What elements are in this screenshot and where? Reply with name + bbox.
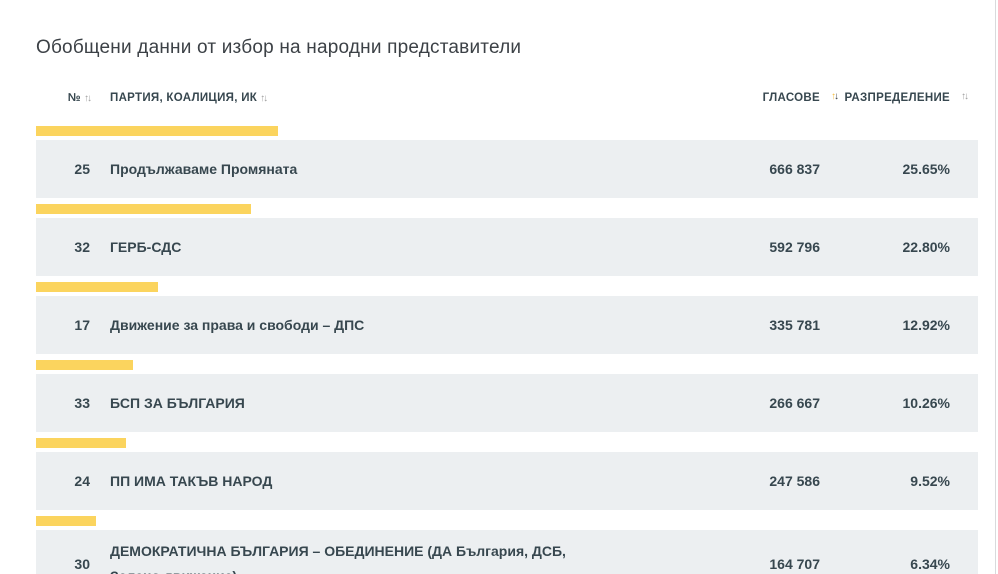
party-list: 25 Продължаваме Промяната 666 837 25.65%… [36,126,978,574]
party-share: 6.34% [910,556,950,572]
header-party[interactable]: ПАРТИЯ, КОАЛИЦИЯ, ИК ↑↓ [110,92,690,104]
party-name: БСП ЗА БЪЛГАРИЯ [110,394,245,411]
vote-share-bar [36,360,978,370]
page-title: Обобщени данни от избор на народни предс… [36,37,522,58]
vote-share-bar [36,282,978,292]
vote-share-bar-fill [36,204,251,214]
party-share: 10.26% [902,395,950,411]
vote-share-bar-fill [36,282,158,292]
party-number: 30 [74,556,90,572]
vote-share-bar-fill [36,438,126,448]
party-row-group: 30 ДЕМОКРАТИЧНА БЪЛГАРИЯ – ОБЕДИНЕНИЕ (Д… [36,516,978,574]
party-share: 22.80% [902,239,950,255]
table-row[interactable]: 24 ПП ИМА ТАКЪВ НАРОД 247 586 9.52% [36,452,978,510]
header-votes[interactable]: ГЛАСОВЕ ↑↓ [690,91,839,104]
sort-icon[interactable]: ↑↓ [260,93,268,104]
party-number: 33 [74,395,90,411]
table-row[interactable]: 25 Продължаваме Промяната 666 837 25.65% [36,140,978,198]
party-share: 9.52% [910,473,950,489]
party-votes: 335 781 [769,317,820,333]
sort-icon[interactable]: ↑↓ [961,91,969,102]
party-row-group: 33 БСП ЗА БЪЛГАРИЯ 266 667 10.26% [36,360,978,432]
party-votes: 247 586 [769,473,820,489]
vote-share-bar-fill [36,126,278,136]
table-header: № ↑↓ ПАРТИЯ, КОАЛИЦИЯ, ИК ↑↓ ГЛАСОВЕ ↑↓ РАЗ… [36,91,978,104]
window-right-border [995,0,996,574]
party-number: 32 [74,239,90,255]
header-share-label: РАЗПРЕДЕЛЕНИЕ [844,92,950,104]
party-number: 24 [74,473,90,489]
party-row-group: 24 ПП ИМА ТАКЪВ НАРОД 247 586 9.52% [36,438,978,510]
vote-share-bar [36,204,978,214]
party-name: ДЕМОКРАТИЧНА БЪЛГАРИЯ – ОБЕДИНЕНИЕ (ДА Б… [110,543,566,574]
table-row[interactable]: 17 Движение за права и свободи – ДПС 335… [36,296,978,354]
vote-share-bar-fill [36,360,133,370]
party-number: 25 [74,161,90,177]
vote-share-bar [36,438,978,448]
table-row[interactable]: 33 БСП ЗА БЪЛГАРИЯ 266 667 10.26% [36,374,978,432]
vote-share-bar [36,126,978,136]
header-number[interactable]: № ↑↓ [36,92,92,104]
party-share: 12.92% [902,317,950,333]
header-share[interactable]: РАЗПРЕДЕЛЕНИЕ ↑↓ [820,91,969,104]
header-votes-label: ГЛАСОВЕ [762,92,820,104]
header-number-label: № [67,92,81,104]
party-votes: 164 707 [769,556,820,572]
party-name: ГЕРБ-СДС [110,238,182,255]
results-page: Обобщени данни от избор на народни предс… [36,37,978,574]
party-votes: 266 667 [769,395,820,411]
party-name: Движение за права и свободи – ДПС [110,316,365,333]
vote-share-bar-fill [36,516,96,526]
party-row-group: 17 Движение за права и свободи – ДПС 335… [36,282,978,354]
party-share: 25.65% [902,161,950,177]
party-row-group: 32 ГЕРБ-СДС 592 796 22.80% [36,204,978,276]
sort-icon[interactable]: ↑↓ [84,93,92,104]
vote-share-bar [36,516,978,526]
party-name: ПП ИМА ТАКЪВ НАРОД [110,472,273,489]
table-row[interactable]: 32 ГЕРБ-СДС 592 796 22.80% [36,218,978,276]
sort-icon-active[interactable]: ↑↓ [831,91,839,102]
party-row-group: 25 Продължаваме Промяната 666 837 25.65% [36,126,978,198]
party-name: Продължаваме Промяната [110,160,298,177]
party-number: 17 [74,317,90,333]
table-row[interactable]: 30 ДЕМОКРАТИЧНА БЪЛГАРИЯ – ОБЕДИНЕНИЕ (Д… [36,530,978,574]
header-party-label: ПАРТИЯ, КОАЛИЦИЯ, ИК [110,92,258,104]
party-votes: 666 837 [769,161,820,177]
party-votes: 592 796 [769,239,820,255]
